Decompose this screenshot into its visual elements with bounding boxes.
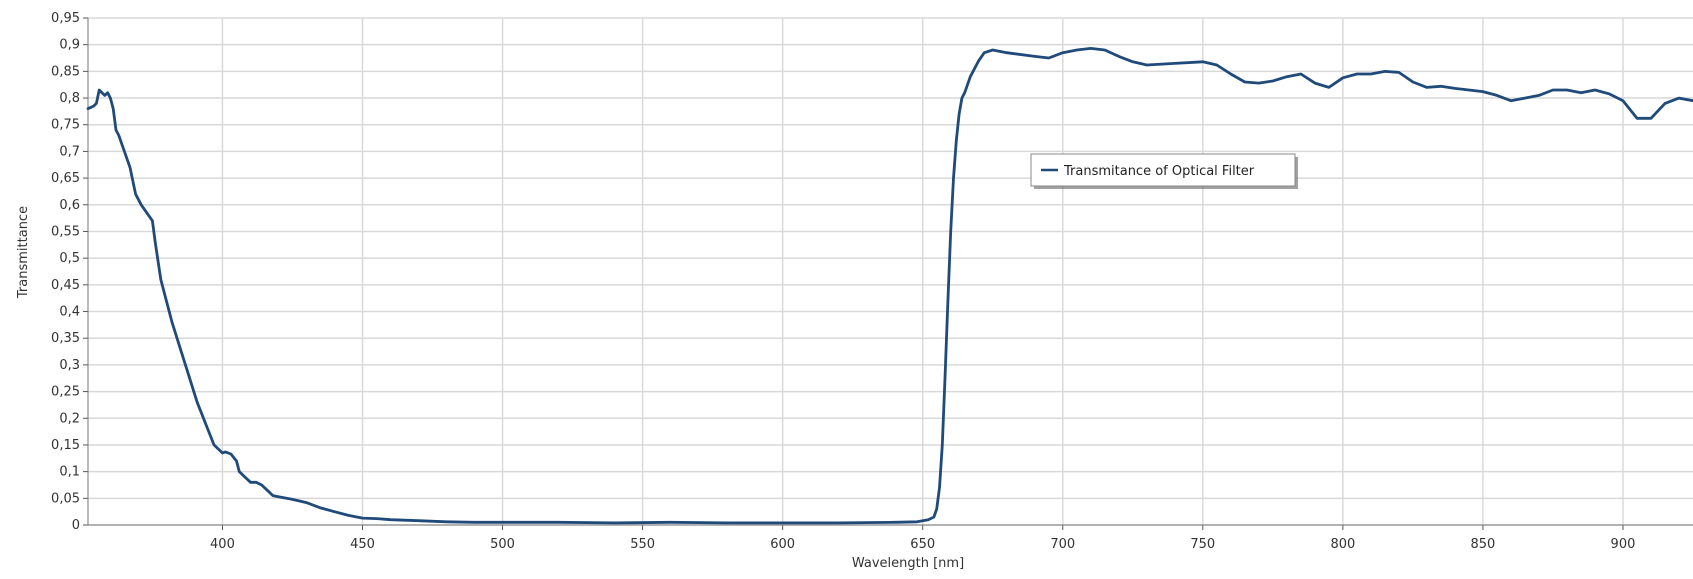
y-tick-label: 0,45 <box>51 278 80 293</box>
y-tick-label: 0,85 <box>51 64 80 79</box>
axes <box>83 17 1693 530</box>
series-line-0 <box>86 47 1693 525</box>
y-tick-label: 0,7 <box>59 144 80 159</box>
x-axis-title: Wavelength [nm] <box>852 556 964 571</box>
y-axis-title: Transmittance <box>16 206 31 299</box>
series-group <box>86 47 1693 525</box>
legend-box <box>1030 153 1296 187</box>
y-tick-label: 0,4 <box>59 305 80 320</box>
y-tick-label: 0,9 <box>59 38 80 53</box>
y-tick-label: 0,6 <box>59 198 80 213</box>
legend: Transmitance of Optical Filter <box>1030 153 1298 189</box>
grid <box>88 17 1693 526</box>
y-tick-label: 0,05 <box>51 491 80 506</box>
x-tick-label: 550 <box>630 537 655 552</box>
x-tick-label: 850 <box>1471 537 1496 552</box>
legend-label: Transmitance of Optical Filter <box>1063 164 1255 179</box>
y-tick-label: 0,3 <box>59 358 80 373</box>
y-tick-label: 0,8 <box>59 91 80 106</box>
x-tick-label: 750 <box>1190 537 1215 552</box>
y-tick-label: 0,35 <box>51 331 80 346</box>
y-tick-labels: 0 0,05 0,1 0,15 0,2 0,25 0,3 0,35 0,4 0,45 0,5 0,55… <box>51 11 80 533</box>
y-tick-label: 0,5 <box>59 251 80 266</box>
x-tick-labels: 400 450 500 550 600 650 700 750 800 850 900 <box>210 537 1635 552</box>
y-tick-label: 0,25 <box>51 385 80 400</box>
x-tick-label: 700 <box>1050 537 1075 552</box>
x-tick-label: 600 <box>770 537 795 552</box>
x-tick-label: 450 <box>350 537 375 552</box>
x-tick-label: 400 <box>210 537 235 552</box>
y-tick-label: 0,1 <box>59 465 80 480</box>
y-tick-label: 0 <box>72 518 80 533</box>
y-tick-label: 0,55 <box>51 224 80 239</box>
y-tick-label: 0,95 <box>51 11 80 26</box>
y-tick-label: 0,75 <box>51 118 80 133</box>
x-tick-label: 900 <box>1611 537 1636 552</box>
y-tick-label: 0,2 <box>59 411 80 426</box>
x-tick-label: 650 <box>910 537 935 552</box>
y-tick-label: 0,15 <box>51 438 80 453</box>
x-tick-label: 500 <box>490 537 515 552</box>
y-tick-label: 0,65 <box>51 171 80 186</box>
x-tick-label: 800 <box>1330 537 1355 552</box>
